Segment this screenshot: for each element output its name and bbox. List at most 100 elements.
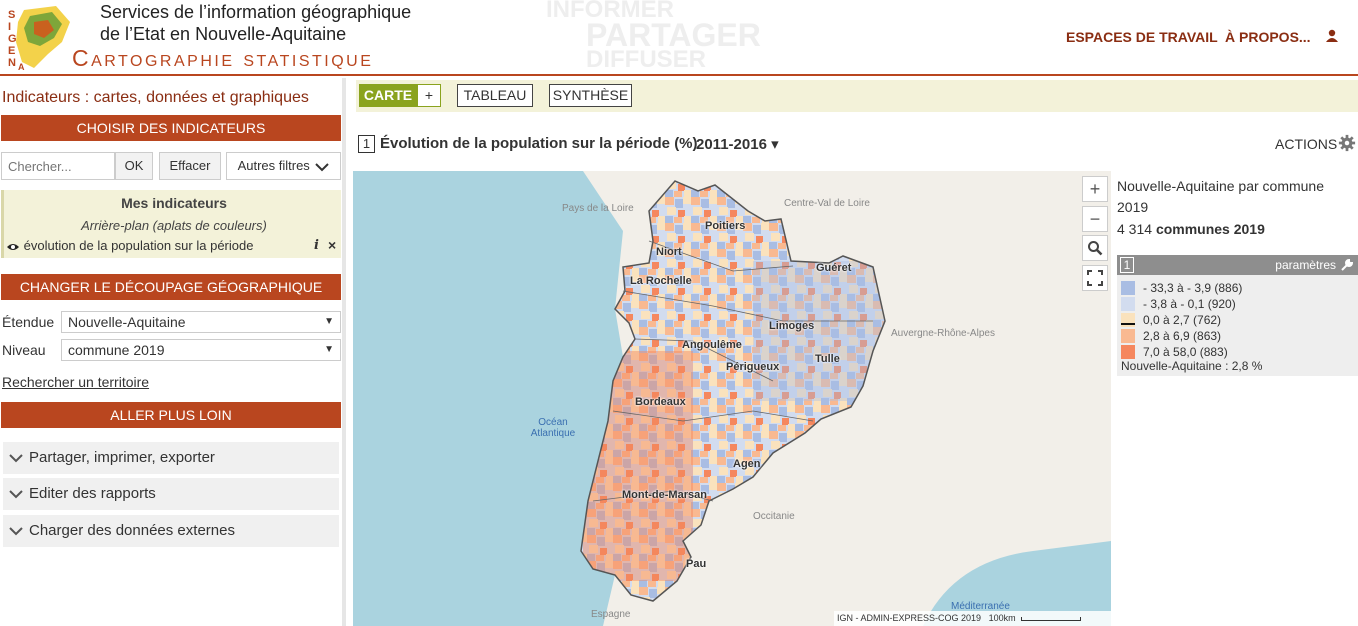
wrench-icon[interactable] [1340, 258, 1354, 272]
legend-swatch [1121, 329, 1135, 343]
legend-class-label: - 3,8 à - 0,1 (920) [1143, 297, 1236, 311]
other-filters-label: Autres filtres [237, 158, 310, 173]
zoom-in-button[interactable]: + [1082, 176, 1108, 202]
indicator-item: évolution de la population sur la périod… [6, 237, 340, 253]
legend-average: Nouvelle-Aquitaine : 2,8 % [1121, 359, 1263, 373]
clear-button[interactable]: Effacer [159, 152, 221, 180]
svg-text:S: S [8, 9, 15, 21]
legend-class-label: 2,8 à 6,9 (863) [1143, 329, 1222, 343]
add-map-button[interactable]: + [417, 84, 441, 107]
my-indicators-subtitle: Arrière-plan (aplats de couleurs) [81, 218, 267, 233]
legend-count: 4 314 communes 2019 [1117, 221, 1265, 237]
city-label-bordeaux: Bordeaux [635, 396, 686, 408]
bg-word-diffuser: DIFFUSER [586, 46, 706, 73]
caret-down-icon: ▼ [324, 344, 334, 355]
legend-class-label: 7,0 à 58,0 (883) [1143, 345, 1228, 359]
zoom-out-button[interactable]: − [1082, 206, 1108, 232]
map-attribution: IGN - ADMIN-EXPRESS-COG 2019 100km [834, 611, 1111, 626]
map-search-button[interactable] [1082, 235, 1108, 261]
legend-class-label: - 33,3 à - 3,9 (886) [1143, 281, 1243, 295]
actions-button[interactable]: ACTIONS [1275, 136, 1338, 152]
legend-swatch [1121, 281, 1135, 295]
chevron-down-icon [315, 162, 330, 171]
legend-year: 2019 [1117, 199, 1149, 215]
city-label-tulle: Tulle [815, 353, 840, 365]
search-ok-button[interactable]: OK [115, 152, 153, 180]
city-label-limoges: Limoges [769, 320, 815, 332]
legend-count-label: communes 2019 [1155, 221, 1265, 237]
niveau-value: commune 2019 [68, 342, 165, 358]
region-label-centre-val-de-loire: Centre-Val de Loire [784, 198, 870, 209]
close-icon[interactable]: × [328, 237, 337, 253]
indicator-search-input[interactable] [1, 152, 115, 180]
sea-label-atlantic: Océan Atlantique [530, 417, 576, 439]
my-indicators-panel: Mes indicateurs Arrière-plan (aplats de … [1, 190, 341, 258]
info-icon[interactable]: i [314, 238, 319, 253]
fullscreen-button[interactable] [1082, 265, 1108, 291]
legend-class-label: 0,0 à 2,7 (762) [1143, 313, 1222, 327]
legend-swatch [1121, 345, 1135, 359]
accordion-label: Partager, imprimer, exporter [29, 449, 215, 466]
nav-espaces-de-travail[interactable]: ESPACES DE TRAVAIL [1066, 29, 1218, 45]
accordion-share-print-export[interactable]: Partager, imprimer, exporter [3, 442, 339, 474]
attribution-text: IGN - ADMIN-EXPRESS-COG 2019 [837, 613, 982, 623]
niveau-select[interactable]: commune 2019 ▼ [61, 339, 341, 361]
legend-panel: Nouvelle-Aquitaine par commune 2019 4 31… [1117, 178, 1358, 626]
region-label-espagne: Espagne [591, 609, 631, 620]
legend-box: 1 paramètres - 33,3 à - 3,9 (886) - 3,8 … [1117, 255, 1358, 376]
legend-count-number: 4 314 [1117, 221, 1153, 237]
site-title[interactable]: Cartographie statistique [72, 45, 374, 71]
header: S I G E N A Services de l’information gé… [0, 0, 1358, 76]
etendue-select[interactable]: Nouvelle-Aquitaine ▼ [61, 311, 341, 333]
chevron-down-icon [9, 490, 23, 499]
search-territory-link[interactable]: Rechercher un territoire [2, 374, 150, 390]
fullscreen-icon [1087, 270, 1103, 286]
region-label-pays-de-la-loire: Pays de la Loire [562, 203, 634, 214]
city-label-la-rochelle: La Rochelle [630, 275, 692, 287]
niveau-label: Niveau [2, 342, 46, 358]
legend-average-marker [1121, 323, 1135, 325]
city-label-perigueux: Périgueux [726, 361, 780, 373]
sigena-logo[interactable]: S I G E N A [4, 2, 74, 72]
nav-a-propos[interactable]: À PROPOS... [1225, 29, 1311, 45]
gear-icon[interactable] [1338, 134, 1356, 152]
site-subtitle-line2: de l’Etat en Nouvelle-Aquitaine [100, 24, 347, 44]
period-select[interactable]: 2011-2016 ▾ [696, 136, 779, 153]
etendue-value: Nouvelle-Aquitaine [68, 314, 186, 330]
my-indicators-title: Mes indicateurs [121, 195, 227, 211]
eye-icon[interactable] [6, 242, 20, 252]
region-label-auvergne-rhone-alpes: Auvergne-Rhône-Alpes [891, 328, 995, 339]
other-filters-button[interactable]: Autres filtres [226, 152, 341, 180]
user-icon[interactable] [1324, 28, 1340, 44]
map-title: Évolution de la population sur la périod… [380, 135, 698, 152]
svg-text:G: G [8, 33, 17, 45]
accordion-load-external-data[interactable]: Charger des données externes [3, 515, 339, 547]
map-number: 1 [358, 135, 375, 153]
change-geography-header[interactable]: CHANGER LE DÉCOUPAGE GÉOGRAPHIQUE [1, 274, 341, 300]
tab-tableau[interactable]: TABLEAU [457, 84, 533, 107]
svg-text:A: A [18, 62, 25, 72]
site-subtitle-line1: Services de l’information géographique [100, 2, 412, 22]
legend-parameters-link[interactable]: paramètres [1275, 258, 1336, 272]
etendue-label: Étendue [2, 314, 55, 330]
map-title-row: 1 Évolution de la population sur la péri… [358, 134, 1358, 156]
header-background-words: INFORMER PARTAGER DIFFUSER [546, 0, 761, 73]
caret-down-icon: ▼ [324, 316, 334, 327]
tab-synthese[interactable]: SYNTHÈSE [549, 84, 632, 107]
choose-indicators-header[interactable]: CHOISIR DES INDICATEURS [1, 115, 341, 141]
tab-carte[interactable]: CARTE [359, 84, 417, 107]
city-label-niort: Niort [656, 246, 682, 258]
chevron-down-icon [9, 454, 23, 463]
bg-word-informer: INFORMER [546, 0, 674, 23]
accordion-label: Charger des données externes [29, 522, 235, 539]
go-further-header[interactable]: ALLER PLUS LOIN [1, 402, 341, 428]
sea-label-mediterranean: Méditerranée [951, 601, 1010, 612]
city-label-poitiers: Poitiers [705, 220, 746, 232]
map-canvas[interactable]: Pays de la Loire Centre-Val de Loire Auv… [353, 171, 1111, 626]
view-tabs: CARTE + TABLEAU SYNTHÈSE [356, 80, 1358, 112]
svg-text:I: I [8, 21, 11, 33]
city-label-agen: Agen [733, 458, 761, 470]
legend-header-bar: 1 paramètres [1117, 255, 1358, 275]
accordion-edit-reports[interactable]: Editer des rapports [3, 478, 339, 510]
accordion-label: Editer des rapports [29, 485, 156, 502]
